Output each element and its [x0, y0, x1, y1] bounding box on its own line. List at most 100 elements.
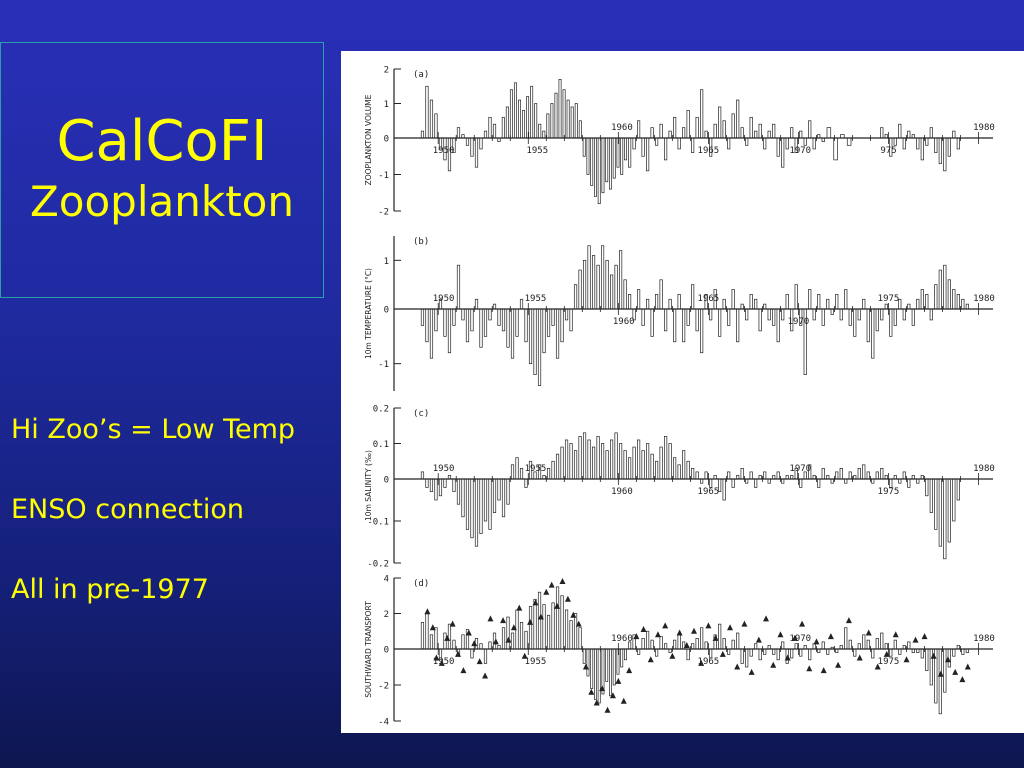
- data-bar: [925, 478, 929, 497]
- data-bar: [641, 450, 645, 480]
- data-bar: [456, 127, 461, 139]
- data-bar: [830, 308, 834, 315]
- data-bar: [812, 308, 816, 321]
- year-label: 1970: [789, 146, 811, 156]
- slide-subtitle: Zooplankton: [30, 177, 294, 227]
- data-triangle: [865, 629, 872, 636]
- data-bar: [474, 137, 479, 168]
- data-bar: [582, 259, 587, 310]
- data-bar: [875, 637, 879, 650]
- data-bar: [628, 294, 632, 310]
- data-bar: [794, 468, 798, 480]
- data-bar: [857, 643, 861, 650]
- data-bar: [754, 643, 758, 650]
- data-bar: [889, 308, 893, 337]
- data-bar: [772, 308, 776, 326]
- data-bar: [624, 648, 627, 661]
- data-bar: [808, 648, 812, 661]
- data-bar: [893, 308, 897, 326]
- data-bar: [501, 308, 506, 332]
- data-bar: [704, 471, 708, 480]
- year-label: 1950: [433, 657, 455, 667]
- data-bar: [465, 629, 470, 650]
- data-bar: [655, 137, 659, 146]
- data-bar: [840, 134, 845, 139]
- data-bar: [637, 120, 641, 139]
- data-bar: [700, 89, 704, 139]
- data-bar: [938, 269, 942, 310]
- data-bar: [686, 460, 690, 480]
- data-bar: [821, 137, 825, 143]
- data-bar: [718, 478, 722, 492]
- data-bar: [889, 648, 893, 657]
- data-bar: [844, 478, 848, 484]
- data-bar: [961, 298, 965, 310]
- year-label: 1955: [525, 294, 547, 304]
- year-label: 1950: [433, 294, 455, 304]
- data-bar: [555, 586, 560, 650]
- data-bar: [601, 137, 605, 194]
- data-bar: [465, 308, 470, 343]
- data-bar: [893, 639, 897, 650]
- data-bar: [600, 443, 605, 480]
- data-bar: [704, 641, 708, 650]
- data-bar: [916, 478, 920, 484]
- data-bar: [785, 294, 789, 310]
- data-bar: [560, 595, 564, 650]
- data-bar: [889, 137, 893, 157]
- data-bar: [731, 639, 735, 650]
- data-bar: [956, 645, 960, 650]
- data-bar: [695, 308, 699, 332]
- data-bar: [938, 648, 942, 715]
- data-bar: [519, 468, 524, 480]
- data-bar: [956, 137, 960, 150]
- data-bar: [479, 137, 483, 150]
- data-bar: [853, 308, 857, 337]
- data-bar: [488, 116, 492, 139]
- year-label: 1955: [525, 657, 547, 667]
- data-bar: [866, 471, 870, 480]
- data-bar: [857, 308, 861, 321]
- data-triangle: [527, 618, 534, 625]
- data-bar: [609, 648, 612, 697]
- data-bar: [920, 289, 924, 310]
- y-axis-label: 10m SALINITY (‰): [364, 450, 373, 521]
- data-bar: [524, 308, 528, 343]
- year-label: 1955: [526, 146, 548, 156]
- data-bar: [646, 298, 650, 310]
- data-bar: [434, 478, 438, 501]
- data-bar: [866, 308, 870, 343]
- data-bar: [727, 137, 731, 150]
- data-triangle: [712, 634, 719, 641]
- data-bar: [682, 450, 686, 480]
- data-bar: [497, 137, 501, 143]
- data-bar: [826, 298, 830, 310]
- data-bar: [605, 259, 609, 310]
- data-bar: [830, 478, 834, 484]
- data-triangle: [698, 659, 705, 666]
- data-bar: [686, 648, 690, 661]
- data-bar: [700, 627, 704, 650]
- data-bar: [961, 648, 965, 655]
- data-bar: [470, 308, 474, 332]
- data-bar: [803, 137, 807, 146]
- data-bar: [965, 303, 969, 310]
- data-bar: [605, 648, 609, 682]
- data-bar: [781, 478, 785, 484]
- data-bar: [534, 103, 538, 139]
- data-bar: [510, 308, 515, 359]
- bullet-item: All in pre-1977: [11, 574, 209, 605]
- data-bar: [709, 478, 713, 488]
- y-tick-label: -2: [378, 682, 389, 692]
- data-bar: [456, 478, 461, 505]
- data-bar: [731, 478, 735, 488]
- data-bar: [709, 137, 713, 157]
- data-bar: [790, 475, 794, 480]
- data-triangle: [609, 692, 616, 699]
- data-bar: [546, 113, 550, 139]
- data-triangle: [588, 688, 595, 695]
- data-bar: [812, 475, 816, 480]
- data-bar: [916, 137, 920, 150]
- data-bar: [794, 137, 798, 153]
- data-bar: [497, 645, 501, 650]
